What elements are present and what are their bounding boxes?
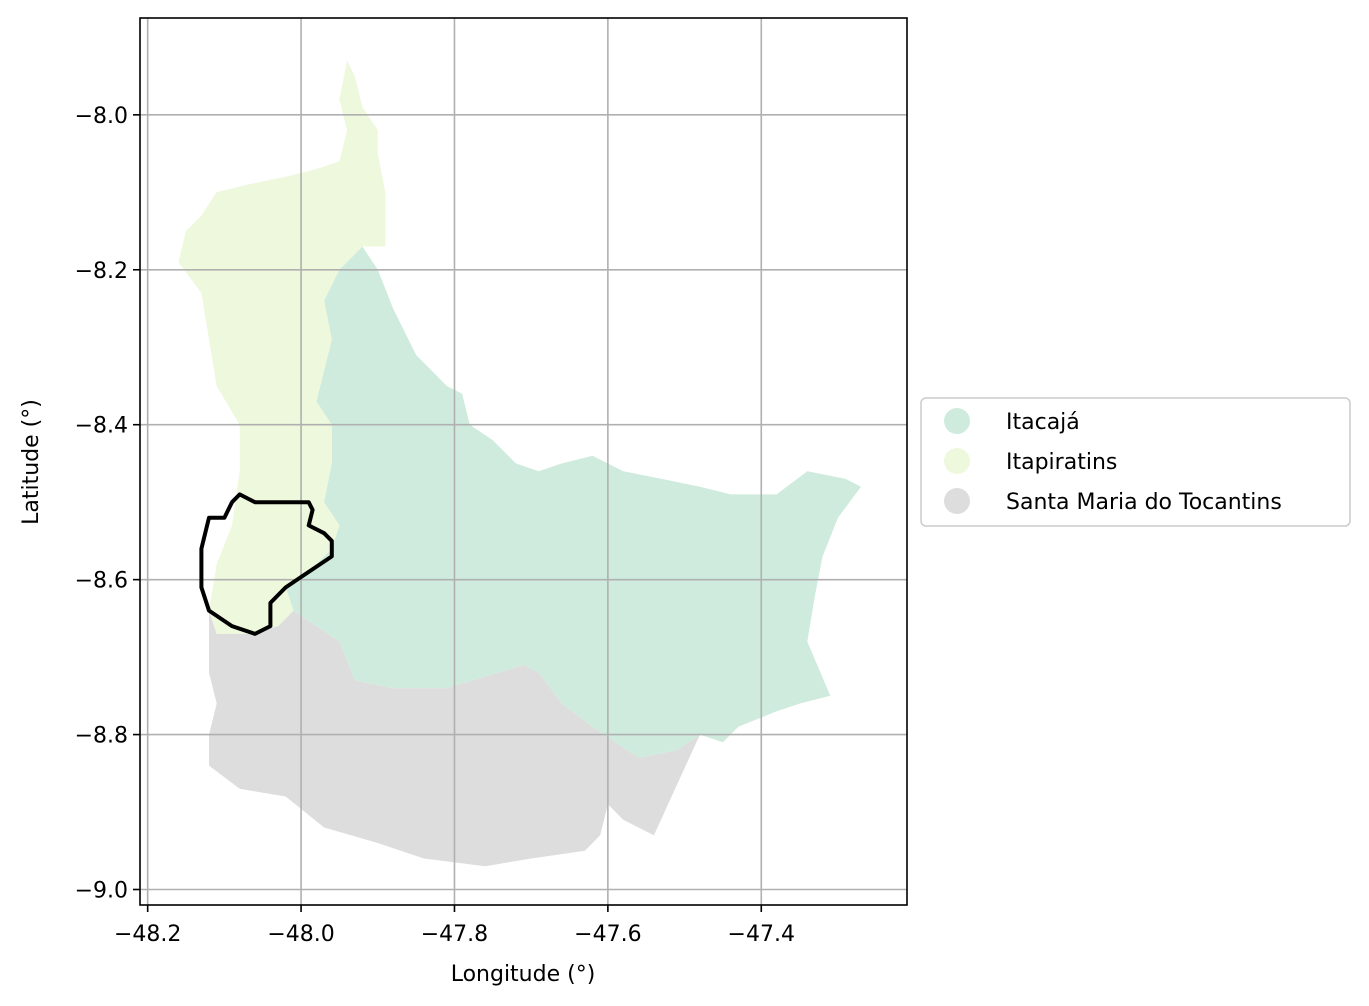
legend-items: Itacajá Itapiratins Santa Maria do Tocanti… <box>944 408 1282 515</box>
grid-layer <box>140 18 907 905</box>
x-tick-label: −47.4 <box>728 922 795 947</box>
y-tick-label: −8.8 <box>75 724 128 749</box>
axes-frame <box>139 17 908 906</box>
y-tick-label: −8.6 <box>75 569 128 594</box>
y-axis-ticks: −8.0 −8.2 −8.4 −8.6 −8.8 −9.0 <box>75 104 140 904</box>
highlight-outline <box>199 492 334 636</box>
y-tick-label: −8.4 <box>75 414 128 439</box>
x-tick-label: −47.6 <box>574 922 641 947</box>
region-itacaja <box>285 246 861 758</box>
legend-marker-santa-maria-do-tocantins <box>944 488 970 514</box>
legend-marker-itapiratins <box>944 448 970 474</box>
y-tick-label: −8.2 <box>75 259 128 284</box>
highlight-outline-layer <box>199 492 334 636</box>
y-tick-label: −9.0 <box>75 879 128 904</box>
x-axis-ticks: −48.2 −48.0 −47.8 −47.6 −47.4 <box>114 905 795 947</box>
legend-marker-itacaja <box>944 408 970 434</box>
legend-box <box>920 397 1351 527</box>
x-tick-label: −47.8 <box>421 922 488 947</box>
legend-label-itacaja: Itacajá <box>1006 410 1080 435</box>
legend-label-itapiratins: Itapiratins <box>1006 450 1117 475</box>
legend-label-santa-maria-do-tocantins: Santa Maria do Tocantins <box>1006 490 1282 515</box>
regions-layer <box>178 60 861 867</box>
legend: Itacajá Itapiratins Santa Maria do Tocanti… <box>920 397 1351 527</box>
region-itapiratins <box>178 60 386 634</box>
x-axis-title: Longitude (°) <box>451 962 596 987</box>
y-axis-title: Latitude (°) <box>19 399 44 525</box>
y-tick-label: −8.0 <box>75 104 128 129</box>
x-tick-label: −48.2 <box>114 922 181 947</box>
x-tick-label: −48.0 <box>267 922 334 947</box>
